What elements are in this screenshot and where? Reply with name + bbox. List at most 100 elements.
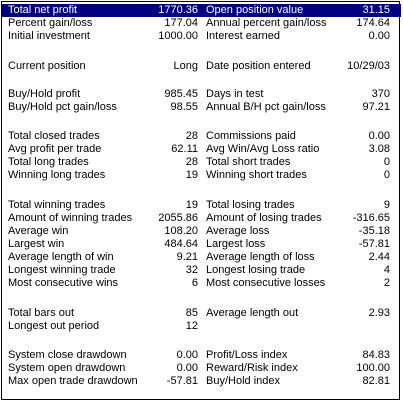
- row-left-label: Total winning trades: [8, 199, 106, 211]
- row-left-value: 6: [191, 277, 198, 289]
- row-right-label: Longest losing trade: [206, 264, 306, 276]
- row-left-label: Longest winning trade: [8, 264, 116, 276]
- row-right-value: 9: [383, 199, 390, 211]
- row-left-value: 85: [185, 307, 198, 319]
- row-left-value: 1770.36: [158, 4, 198, 16]
- row-right-label: Commissions paid: [206, 130, 296, 142]
- row-right-value: 370: [371, 88, 390, 100]
- row-right-label: Annual percent gain/loss: [206, 17, 327, 29]
- row-right-label: Largest loss: [206, 238, 266, 250]
- row-left-label: Most consecutive wins: [8, 277, 119, 289]
- row-left-value: 62.11: [171, 143, 198, 155]
- row-left-value: 0.00: [176, 349, 198, 361]
- row-left-label: Amount of winning trades: [8, 212, 133, 224]
- report-row-longest-out-period[interactable]: Longest out period 12: [2, 320, 401, 333]
- row-left-label: Largest win: [8, 238, 65, 250]
- report-row-max-open-trade-drawdown[interactable]: Max open trade drawdown -57.81 Buy/Hold …: [2, 375, 401, 388]
- row-left-label: System open drawdown: [8, 362, 126, 374]
- row-left-label: Longest out period: [8, 320, 100, 332]
- row-left-value: 1000.00: [158, 30, 198, 42]
- report-row-longest-winning-trade[interactable]: Longest winning trade 32 Longest losing …: [2, 264, 401, 277]
- report-row-percent-gain-loss[interactable]: Percent gain/loss 177.04 Annual percent …: [2, 17, 401, 30]
- report-row-system-open-drawdown[interactable]: System open drawdown 0.00 Reward/Risk in…: [2, 362, 401, 375]
- report-row-total-winning-trades[interactable]: Total winning trades 19 Total losing tra…: [2, 199, 401, 212]
- report-row-system-close-drawdown[interactable]: System close drawdown 0.00 Profit/Loss i…: [2, 349, 401, 362]
- row-right-value: 0: [383, 156, 390, 168]
- report-row-most-consecutive-wins[interactable]: Most consecutive wins 6 Most consecutive…: [2, 277, 401, 290]
- row-right-value: 0.00: [368, 30, 390, 42]
- report-row-amount-winning-trades[interactable]: Amount of winning trades 2055.86 Amount …: [2, 212, 401, 225]
- report-row-total-long-trades[interactable]: Total long trades 28 Total short trades …: [2, 156, 401, 169]
- row-left-label: Initial investment: [8, 30, 90, 42]
- row-right-value: 2.44: [368, 251, 390, 263]
- report-row-buy-hold-profit[interactable]: Buy/Hold profit 985.45 Days in test 370: [2, 88, 401, 101]
- row-right-label: Average loss: [206, 225, 270, 237]
- row-left-value: 28: [185, 130, 198, 142]
- row-left-value: -57.81: [166, 375, 198, 387]
- row-left-label: Winning long trades: [8, 169, 106, 181]
- row-left-value: 28: [185, 156, 198, 168]
- row-left-label: Total long trades: [8, 156, 89, 168]
- report-row-total-bars-out[interactable]: Total bars out 85 Average length out 2.9…: [2, 307, 401, 320]
- row-right-value: 84.83: [362, 349, 390, 361]
- report-row-total-closed-trades[interactable]: Total closed trades 28 Commissions paid …: [2, 130, 401, 143]
- row-right-value: -316.65: [352, 212, 390, 224]
- row-right-value: 2.93: [368, 307, 390, 319]
- row-right-value: -57.81: [358, 238, 390, 250]
- row-left-value: 484.64: [164, 238, 198, 250]
- row-right-label: Interest earned: [206, 30, 280, 42]
- row-left-label: Total closed trades: [8, 130, 100, 142]
- row-right-label: Reward/Risk index: [206, 362, 298, 374]
- report-row-total-net-profit[interactable]: Total net profit 1770.36 Open position v…: [2, 4, 401, 17]
- row-right-value: 97.21: [362, 101, 390, 113]
- row-right-value: 82.81: [362, 375, 390, 387]
- row-right-value: 0.00: [368, 130, 390, 142]
- report-row-winning-long-trades[interactable]: Winning long trades 19 Winning short tra…: [2, 169, 401, 182]
- row-left-label: System close drawdown: [8, 349, 127, 361]
- row-left-value: 0.00: [176, 362, 198, 374]
- row-right-label: Average length of loss: [206, 251, 315, 263]
- report-row-current-position[interactable]: Current position Long Date position ente…: [2, 60, 401, 73]
- row-left-value: 19: [185, 169, 198, 181]
- row-left-label: Current position: [8, 60, 86, 72]
- report-row-buy-hold-pct[interactable]: Buy/Hold pct gain/loss 98.55 Annual B/H …: [2, 101, 401, 114]
- row-right-label: Buy/Hold index: [206, 375, 280, 387]
- row-right-label: Total losing trades: [206, 199, 295, 211]
- row-left-value: 12: [185, 320, 198, 332]
- row-left-label: Max open trade drawdown: [8, 375, 138, 387]
- row-right-label: Open position value: [206, 4, 304, 16]
- row-right-value: 100.00: [356, 362, 390, 374]
- row-right-value: [314, 320, 390, 333]
- row-left-value: 98.55: [170, 101, 198, 113]
- row-right-value: 31.15: [362, 4, 390, 16]
- row-right-label: Avg Win/Avg Loss ratio: [206, 143, 320, 155]
- row-left-value: 32: [185, 264, 198, 276]
- row-right-label: Days in test: [206, 88, 264, 100]
- report-row-largest-win[interactable]: Largest win 484.64 Largest loss -57.81: [2, 238, 401, 251]
- row-left-label: Percent gain/loss: [8, 17, 93, 29]
- row-right-value: 10/29/03: [347, 60, 390, 72]
- row-right-label: Amount of losing trades: [206, 212, 322, 224]
- row-right-value: -35.18: [358, 225, 390, 237]
- row-right-label: Profit/Loss index: [206, 349, 288, 361]
- row-right-value: 174.64: [356, 17, 390, 29]
- row-right-label: Date position entered: [206, 60, 311, 72]
- row-left-value: 177.04: [164, 17, 198, 29]
- row-right-label: Total short trades: [206, 156, 291, 168]
- row-left-value: 985.45: [164, 88, 198, 100]
- row-left-value: 19: [185, 199, 198, 211]
- row-right-label: Average length out: [206, 307, 299, 319]
- row-left-label: Average win: [8, 225, 69, 237]
- report-row-average-length-win[interactable]: Average length of win 9.21 Average lengt…: [2, 251, 401, 264]
- row-right-value: 0: [383, 169, 390, 181]
- row-right-value: 2: [383, 277, 390, 289]
- report-row-avg-profit-per-trade[interactable]: Avg profit per trade 62.11 Avg Win/Avg L…: [2, 143, 401, 156]
- row-right-label: Winning short trades: [206, 169, 307, 181]
- report-row-average-win[interactable]: Average win 108.20 Average loss -35.18: [2, 225, 401, 238]
- report-row-initial-investment[interactable]: Initial investment 1000.00 Interest earn…: [2, 30, 401, 43]
- row-left-value: Long: [173, 60, 198, 72]
- row-left-label: Avg profit per trade: [8, 143, 102, 155]
- row-right-value: 3.08: [368, 143, 390, 155]
